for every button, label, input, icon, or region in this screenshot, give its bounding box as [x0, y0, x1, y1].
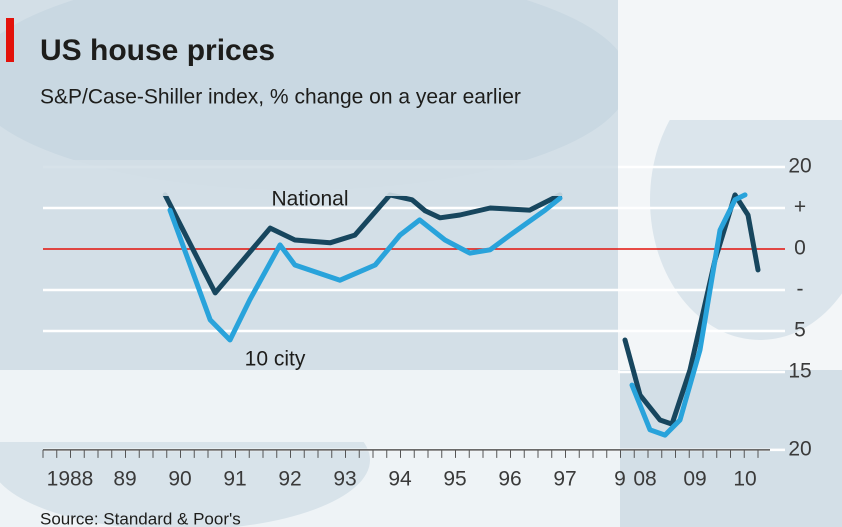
x-tick-label: 97 [553, 467, 576, 490]
plot [42, 165, 785, 458]
x-tick-label: 94 [388, 467, 412, 490]
x-tick-label: 9 [614, 467, 626, 490]
y-tick-label: - [797, 278, 804, 301]
red-tag [6, 18, 14, 62]
y-tick-label: 5 [794, 319, 806, 342]
y-tick-label: 20 [788, 437, 811, 460]
x-tick-label: 90 [168, 467, 191, 490]
series-label: 10 city [245, 348, 306, 371]
x-tick-label: 08 [633, 467, 656, 490]
chart-subtitle: S&P/Case-Shiller index, % change on a ye… [40, 86, 521, 109]
glitch-overlay [0, 370, 618, 442]
y-tick-label: 20 [788, 155, 811, 178]
glitch-blob [0, 0, 630, 190]
x-tick-label: 10 [733, 467, 756, 490]
x-tick-label: 09 [683, 467, 706, 490]
series-label: National [271, 188, 348, 211]
glitch-overlay [0, 160, 618, 196]
y-tick-label: 0 [794, 237, 806, 260]
x-tick-label: 96 [498, 467, 521, 490]
x-tick-label: 92 [278, 467, 301, 490]
line-series [167, 192, 748, 438]
x-tick-label: 95 [443, 467, 466, 490]
x-tick-label: 91 [223, 467, 246, 490]
source: Source: Standard & Poor's [40, 509, 241, 527]
x-tick-label: 1988 [47, 467, 94, 490]
glitch-blob [650, 60, 842, 340]
x-tick-label: 89 [113, 467, 136, 490]
y-tick-label: + [794, 196, 806, 219]
chart-title: US house prices [40, 34, 275, 67]
line-series [162, 192, 761, 427]
glitch-overlay [618, 75, 842, 120]
y-tick-label: 15 [788, 360, 811, 383]
x-tick-label: 93 [333, 467, 356, 490]
